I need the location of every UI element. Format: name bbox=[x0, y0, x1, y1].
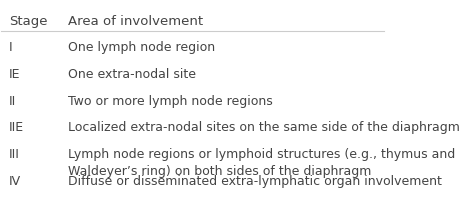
Text: One lymph node region: One lymph node region bbox=[68, 41, 216, 54]
Text: IE: IE bbox=[9, 67, 20, 80]
Text: IIE: IIE bbox=[9, 121, 24, 134]
Text: II: II bbox=[9, 94, 16, 107]
Text: Area of involvement: Area of involvement bbox=[68, 15, 203, 28]
Text: Lymph node regions or lymphoid structures (e.g., thymus and
Waldeyer’s ring) on : Lymph node regions or lymphoid structure… bbox=[68, 147, 456, 177]
Text: Localized extra-nodal sites on the same side of the diaphragm: Localized extra-nodal sites on the same … bbox=[68, 121, 460, 134]
Text: I: I bbox=[9, 41, 13, 54]
Text: Diffuse or disseminated extra-lymphatic organ involvement: Diffuse or disseminated extra-lymphatic … bbox=[68, 174, 442, 187]
Text: IV: IV bbox=[9, 174, 21, 187]
Text: One extra-nodal site: One extra-nodal site bbox=[68, 67, 196, 80]
Text: Stage: Stage bbox=[9, 15, 47, 28]
Text: Two or more lymph node regions: Two or more lymph node regions bbox=[68, 94, 273, 107]
Text: III: III bbox=[9, 147, 20, 160]
